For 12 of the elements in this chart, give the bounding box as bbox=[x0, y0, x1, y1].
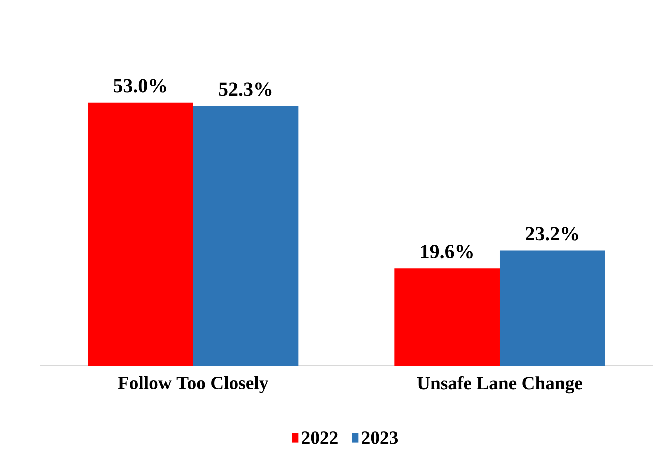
bar bbox=[500, 250, 606, 366]
bar bbox=[88, 102, 194, 366]
data-label: 53.0% bbox=[114, 79, 166, 93]
data-label: 52.3% bbox=[219, 82, 272, 96]
x-tick-label: Follow Too Closely bbox=[118, 376, 269, 394]
data-label: 23.2% bbox=[526, 227, 578, 241]
legend-label: 2023 bbox=[362, 432, 398, 444]
bar bbox=[193, 106, 299, 366]
data-label: 19.6% bbox=[421, 245, 473, 259]
legend-label: 2022 bbox=[302, 432, 338, 444]
bar bbox=[394, 268, 500, 366]
x-tick-label: Unsafe Lane Change bbox=[417, 376, 582, 394]
